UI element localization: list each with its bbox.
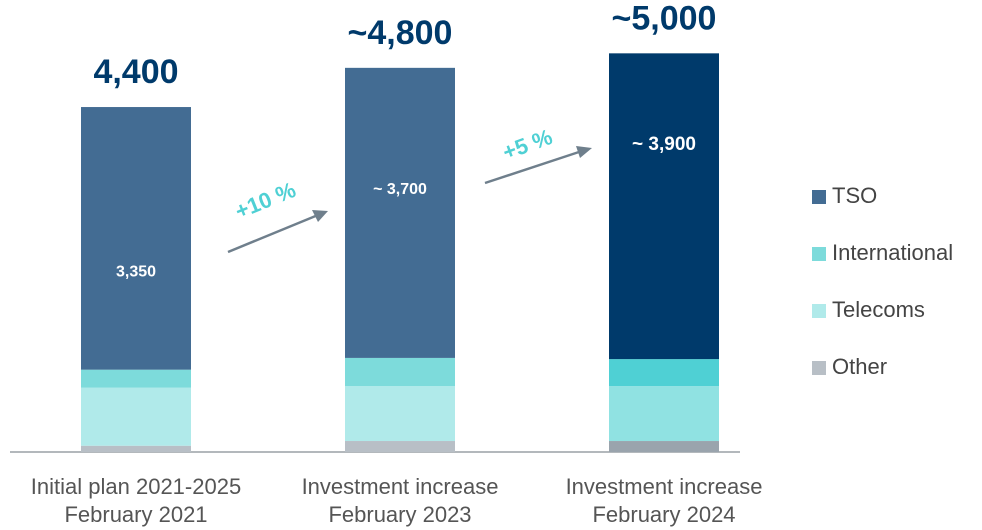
legend-label: Other [832,354,887,379]
bar-segment [345,357,455,387]
bar-segment [81,387,191,446]
x-tick-sublabel: February 2023 [328,502,471,527]
data-label: ~ 3,900 [632,134,696,155]
bar-segment [81,445,191,452]
legend-label: International [832,240,953,265]
legend-label: TSO [832,183,877,208]
legend-swatch [812,190,826,204]
bar-segment [609,386,719,442]
total-label: ~4,800 [348,14,453,52]
arrow [227,213,319,254]
data-label: 3,350 [116,264,156,281]
annotation: +10 % [231,177,299,224]
bar-segment [609,53,719,360]
legend-swatch [812,304,826,318]
bar-segment [81,369,191,388]
total-label: 4,400 [93,53,178,91]
legend-swatch [812,247,826,261]
total-label: ~5,000 [612,0,717,37]
arrow-head [312,210,328,222]
legend-swatch [812,361,826,375]
x-tick-label: Investment increase [302,474,499,499]
x-tick-sublabel: February 2024 [592,502,735,527]
data-label: ~ 3,700 [373,181,427,198]
bar-segment [345,386,455,442]
x-tick-sublabel: February 2021 [64,502,207,527]
arrow-head [576,146,592,158]
legend-label: Telecoms [832,297,925,322]
bar-segment [345,441,455,452]
bar-segment [609,359,719,387]
bar-segment [81,107,191,370]
annotation: +5 % [499,124,555,165]
bar-segment [345,67,455,358]
bar-segment [609,441,719,452]
x-tick-label: Investment increase [566,474,763,499]
x-tick-label: Initial plan 2021-2025 [31,474,241,499]
arrow [484,149,583,185]
